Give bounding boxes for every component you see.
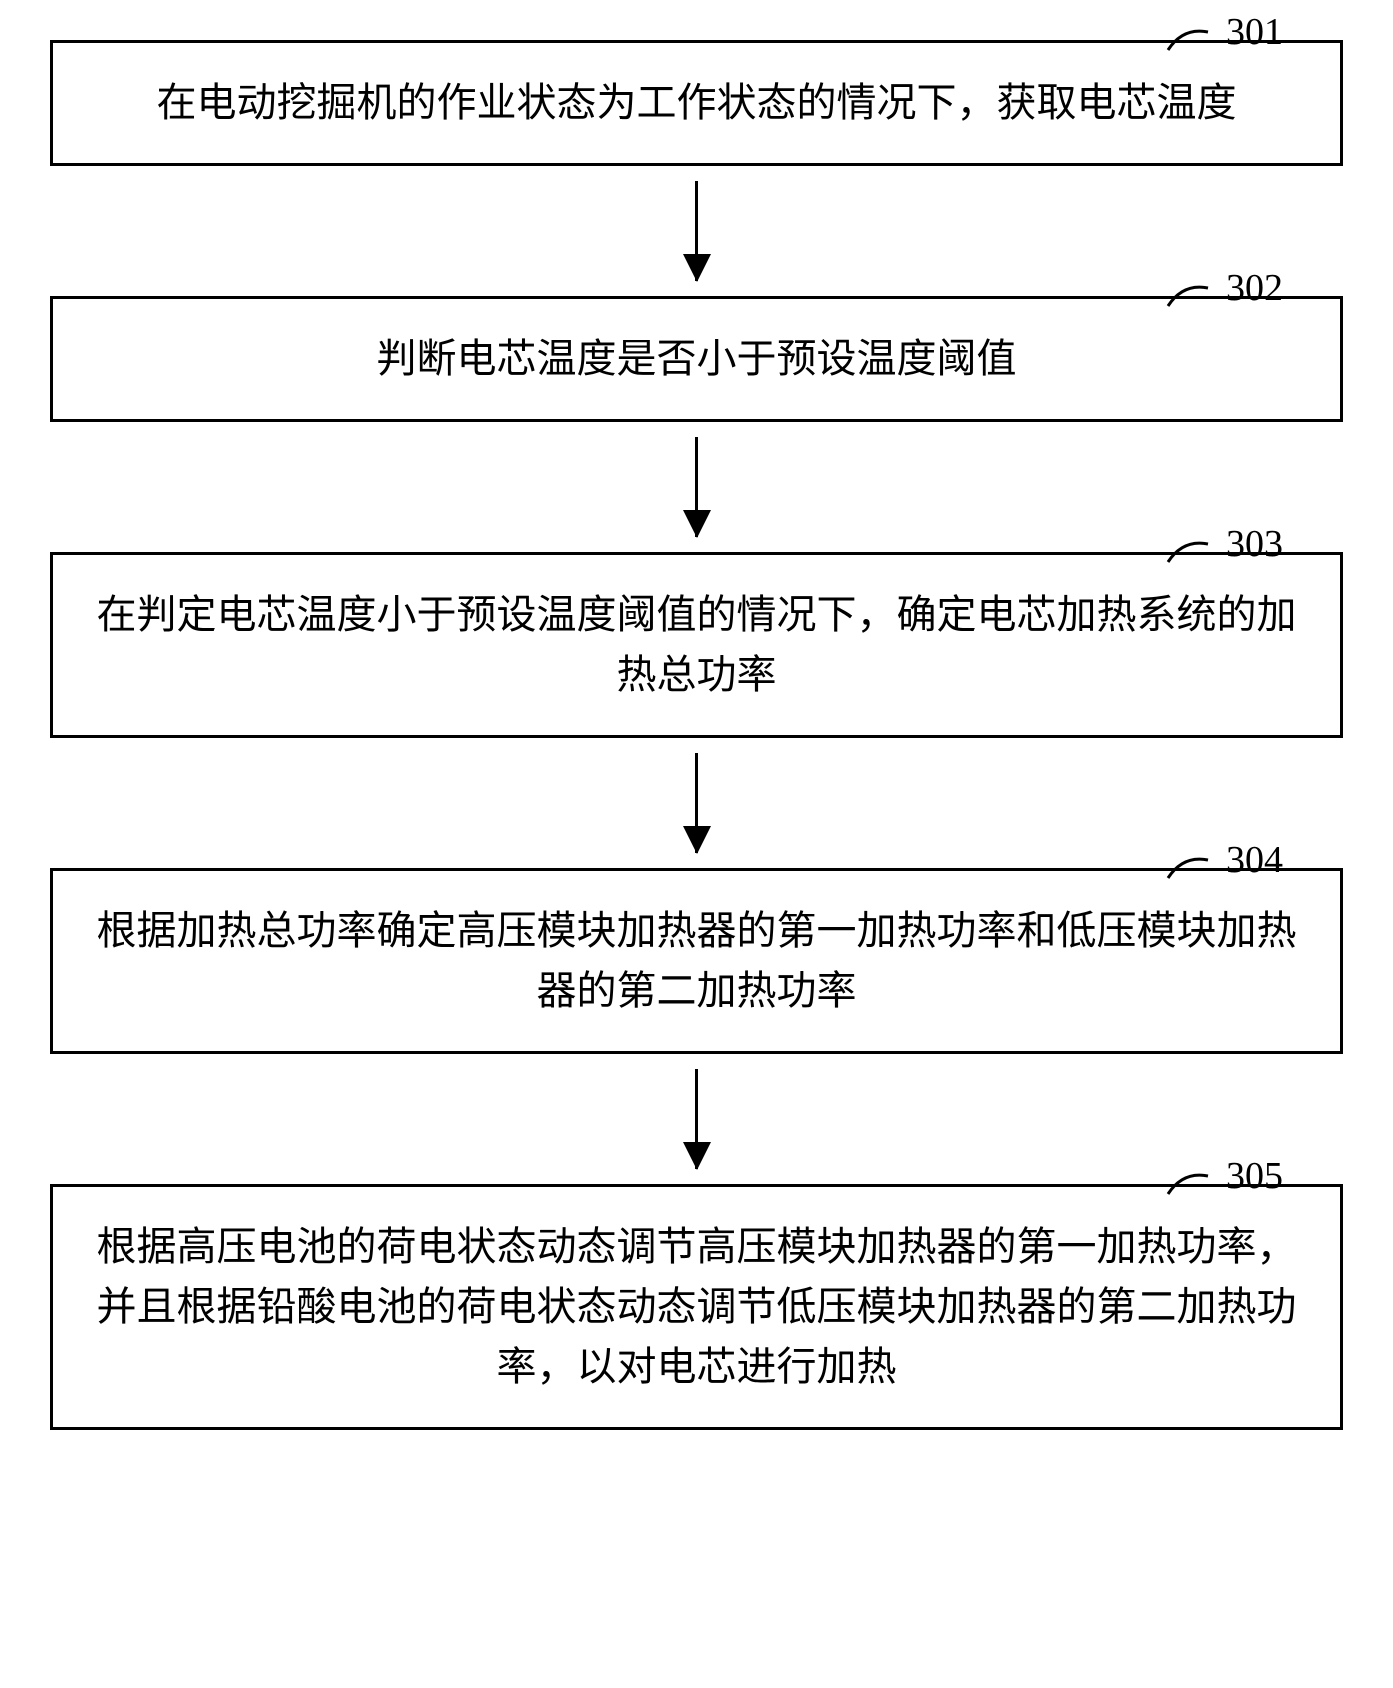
- step-label: 304: [1226, 838, 1283, 882]
- step-box-302: 判断电芯温度是否小于预设温度阈值: [50, 296, 1343, 422]
- step-label: 301: [1226, 10, 1283, 54]
- arrow-line-icon: [695, 437, 698, 537]
- step-text: 在判定电芯温度小于预设温度阈值的情况下，确定电芯加热系统的加热总功率: [93, 585, 1300, 705]
- label-curve-icon: [1163, 850, 1213, 880]
- step-label: 302: [1226, 266, 1283, 310]
- step-wrapper-303: 303 在判定电芯温度小于预设温度阈值的情况下，确定电芯加热系统的加热总功率: [50, 552, 1343, 738]
- step-text: 根据高压电池的荷电状态动态调节高压模块加热器的第一加热功率，并且根据铅酸电池的荷…: [93, 1217, 1300, 1397]
- step-label: 305: [1226, 1154, 1283, 1198]
- step-wrapper-301: 301 在电动挖掘机的作业状态为工作状态的情况下，获取电芯温度: [50, 40, 1343, 166]
- arrow-head-icon: [683, 1142, 711, 1170]
- step-wrapper-304: 304 根据加热总功率确定高压模块加热器的第一加热功率和低压模块加热器的第二加热…: [50, 868, 1343, 1054]
- arrow-head-icon: [683, 510, 711, 538]
- label-curve-icon: [1163, 1166, 1213, 1196]
- label-curve-icon: [1163, 534, 1213, 564]
- arrow-connector: [50, 738, 1343, 868]
- arrow-line-icon: [695, 181, 698, 281]
- step-text: 根据加热总功率确定高压模块加热器的第一加热功率和低压模块加热器的第二加热功率: [93, 901, 1300, 1021]
- label-curve-icon: [1163, 22, 1213, 52]
- step-text: 在电动挖掘机的作业状态为工作状态的情况下，获取电芯温度: [157, 73, 1237, 133]
- step-wrapper-302: 302 判断电芯温度是否小于预设温度阈值: [50, 296, 1343, 422]
- label-curve-icon: [1163, 278, 1213, 308]
- step-text: 判断电芯温度是否小于预设温度阈值: [377, 329, 1017, 389]
- arrow-connector: [50, 1054, 1343, 1184]
- step-box-305: 根据高压电池的荷电状态动态调节高压模块加热器的第一加热功率，并且根据铅酸电池的荷…: [50, 1184, 1343, 1430]
- arrow-head-icon: [683, 254, 711, 282]
- arrow-line-icon: [695, 753, 698, 853]
- arrow-connector: [50, 166, 1343, 296]
- arrow-head-icon: [683, 826, 711, 854]
- step-box-304: 根据加热总功率确定高压模块加热器的第一加热功率和低压模块加热器的第二加热功率: [50, 868, 1343, 1054]
- step-label: 303: [1226, 522, 1283, 566]
- arrow-line-icon: [695, 1069, 698, 1169]
- step-box-303: 在判定电芯温度小于预设温度阈值的情况下，确定电芯加热系统的加热总功率: [50, 552, 1343, 738]
- arrow-connector: [50, 422, 1343, 552]
- flowchart-container: 301 在电动挖掘机的作业状态为工作状态的情况下，获取电芯温度 302 判断电芯…: [50, 40, 1343, 1430]
- step-box-301: 在电动挖掘机的作业状态为工作状态的情况下，获取电芯温度: [50, 40, 1343, 166]
- step-wrapper-305: 305 根据高压电池的荷电状态动态调节高压模块加热器的第一加热功率，并且根据铅酸…: [50, 1184, 1343, 1430]
